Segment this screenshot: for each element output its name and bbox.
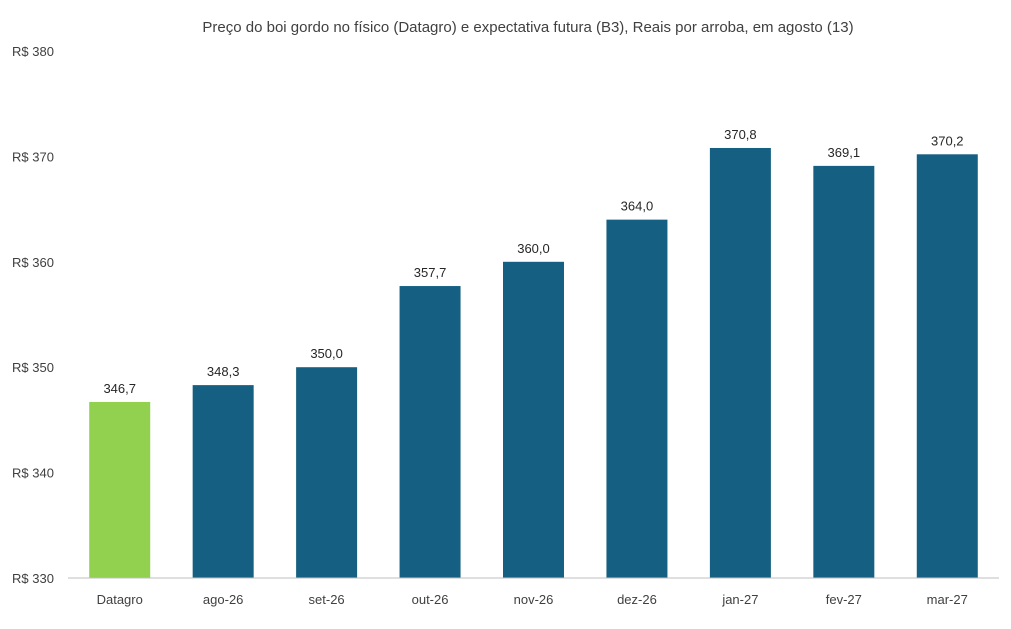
bar	[709, 147, 771, 578]
data-label: 350,0	[310, 346, 343, 361]
data-label: 370,2	[931, 133, 964, 148]
y-tick-label: R$ 330	[12, 571, 54, 586]
x-tick-label: out-26	[412, 592, 449, 607]
bar-highlight	[89, 401, 151, 578]
x-tick-label: dez-26	[617, 592, 657, 607]
data-label: 369,1	[828, 145, 861, 160]
x-tick-label: nov-26	[514, 592, 554, 607]
bar	[192, 385, 254, 578]
data-label: 357,7	[414, 265, 447, 280]
bar	[296, 367, 358, 578]
bar	[399, 286, 461, 578]
data-label: 364,0	[621, 199, 654, 214]
chart-title: Preço do boi gordo no físico (Datagro) e…	[202, 19, 853, 36]
x-axis-labels: Datagro ago-26 set-26 out-26 nov-26 dez-26 jan…	[97, 592, 968, 607]
bars-group	[89, 147, 978, 579]
x-tick-label: jan-27	[721, 592, 758, 607]
data-label: 348,3	[207, 364, 240, 379]
x-tick-label: ago-26	[203, 592, 243, 607]
x-tick-label: fev-27	[826, 592, 862, 607]
y-tick-label: R$ 350	[12, 360, 54, 375]
y-axis-ticks: R$ 330 R$ 340 R$ 350 R$ 360 R$ 370 R$ 380	[12, 44, 54, 586]
bar	[916, 154, 978, 579]
data-label: 360,0	[517, 241, 550, 256]
y-tick-label: R$ 360	[12, 255, 54, 270]
y-tick-label: R$ 340	[12, 466, 54, 481]
data-label: 346,7	[103, 381, 136, 396]
bar	[606, 219, 668, 578]
data-label: 370,8	[724, 127, 757, 142]
bar	[813, 165, 875, 579]
x-tick-label: set-26	[309, 592, 345, 607]
y-tick-label: R$ 380	[12, 44, 54, 59]
x-tick-label: mar-27	[927, 592, 968, 607]
y-tick-label: R$ 370	[12, 149, 54, 164]
bar	[503, 261, 564, 578]
data-labels-group: 346,7 348,3 350,0 357,7 360,0 364,0 370,8 369,1…	[103, 127, 963, 396]
x-tick-label: Datagro	[97, 592, 143, 607]
